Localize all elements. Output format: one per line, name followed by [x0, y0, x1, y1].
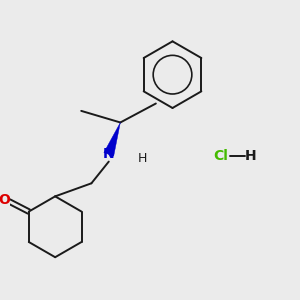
Text: O: O — [0, 193, 10, 207]
Text: Cl: Cl — [213, 149, 228, 163]
Text: H: H — [137, 152, 147, 165]
Text: N: N — [103, 147, 115, 161]
Text: H: H — [245, 149, 256, 163]
Polygon shape — [104, 122, 120, 156]
